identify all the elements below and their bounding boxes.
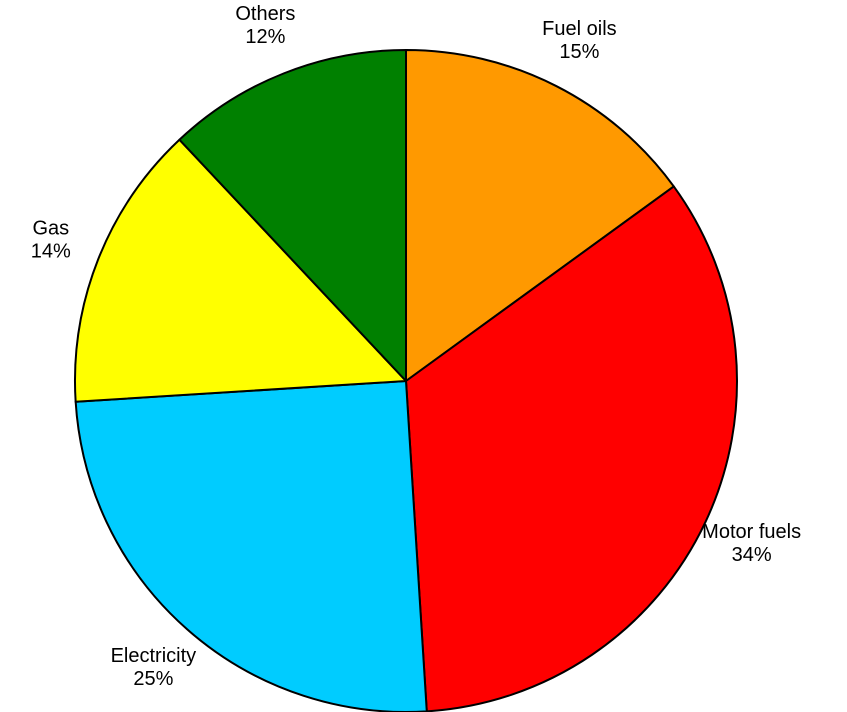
pie-slice <box>405 49 675 382</box>
pie-slice <box>178 49 407 382</box>
pie-slice <box>74 380 428 712</box>
slice-label: Gas <box>32 218 69 240</box>
slice-label: Fuel oils <box>542 18 616 40</box>
slice-label: Electricity <box>111 645 197 667</box>
slice-value-label: 14% <box>31 241 71 263</box>
slice-value-label: 12% <box>245 26 285 48</box>
slice-label: Motor fuels <box>702 521 801 543</box>
slice-label: Others <box>235 3 295 25</box>
slice-value-label: 34% <box>732 544 772 566</box>
slice-value-label: 15% <box>559 41 599 63</box>
pie-slice <box>405 185 738 712</box>
slice-value-label: 25% <box>133 668 173 690</box>
pie-slice <box>74 138 407 403</box>
